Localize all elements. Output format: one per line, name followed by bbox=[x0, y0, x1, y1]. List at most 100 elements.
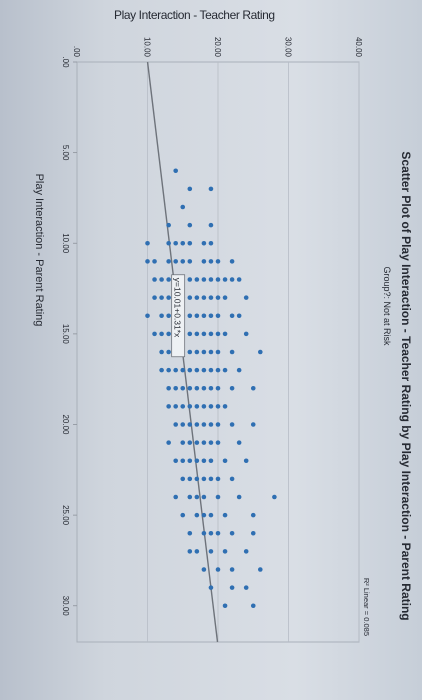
data-point-21 bbox=[208, 259, 214, 264]
data-point-44 bbox=[201, 295, 207, 300]
data-point-145 bbox=[229, 476, 235, 482]
data-point-124 bbox=[180, 440, 186, 445]
data-point-59 bbox=[229, 313, 235, 319]
data-point-84 bbox=[159, 367, 164, 373]
data-point-35 bbox=[229, 277, 235, 282]
data-point-57 bbox=[208, 313, 214, 319]
data-point-117 bbox=[194, 422, 200, 427]
y-tick-label-4: 40.00 bbox=[354, 37, 363, 58]
data-point-63 bbox=[166, 331, 171, 337]
x-tick-label-2: 10.00 bbox=[61, 233, 70, 254]
data-point-166 bbox=[194, 549, 200, 554]
data-point-107 bbox=[180, 404, 186, 409]
data-point-173 bbox=[258, 567, 263, 572]
data-point-34 bbox=[222, 277, 228, 282]
data-point-98 bbox=[187, 385, 193, 391]
data-point-33 bbox=[215, 277, 221, 282]
data-point-150 bbox=[215, 494, 221, 500]
data-point-26 bbox=[166, 277, 171, 282]
plot-area: .00 10.00 20.00 30.00 40.00 .00 5.00 10.00 15.00… bbox=[61, 37, 363, 643]
data-point-120 bbox=[215, 422, 221, 427]
data-point-49 bbox=[145, 313, 150, 319]
data-point-152 bbox=[272, 494, 277, 500]
data-point-12 bbox=[201, 240, 207, 246]
chart-subtitle: Group?: Not at Risk bbox=[382, 266, 392, 346]
data-point-20 bbox=[201, 259, 207, 264]
data-point-87 bbox=[180, 367, 186, 373]
data-point-83 bbox=[258, 349, 263, 355]
data-point-155 bbox=[201, 512, 207, 518]
data-point-32 bbox=[208, 277, 214, 282]
data-point-24 bbox=[152, 277, 157, 282]
data-point-70 bbox=[215, 331, 221, 337]
data-point-175 bbox=[229, 585, 235, 590]
data-point-80 bbox=[208, 349, 214, 355]
data-point-60 bbox=[236, 313, 242, 319]
data-point-167 bbox=[208, 549, 214, 554]
data-point-36 bbox=[236, 277, 242, 282]
data-point-90 bbox=[201, 367, 207, 373]
data-point-108 bbox=[187, 404, 193, 409]
data-point-104 bbox=[250, 385, 256, 391]
data-point-116 bbox=[187, 422, 193, 427]
axis-ticks: .00 10.00 20.00 30.00 40.00 .00 5.00 10.00 15.00… bbox=[61, 37, 363, 616]
data-point-157 bbox=[222, 512, 228, 518]
data-point-46 bbox=[215, 295, 221, 300]
x-tick-label-5: 25.00 bbox=[61, 505, 70, 526]
data-point-11 bbox=[187, 240, 193, 246]
data-point-74 bbox=[166, 349, 171, 355]
data-point-139 bbox=[180, 476, 186, 482]
data-point-5 bbox=[187, 222, 193, 228]
data-point-30 bbox=[194, 277, 200, 282]
data-point-134 bbox=[194, 458, 200, 464]
data-point-43 bbox=[194, 295, 200, 300]
data-point-165 bbox=[187, 549, 193, 554]
data-point-171 bbox=[215, 567, 221, 572]
data-point-29 bbox=[187, 277, 193, 282]
data-point-142 bbox=[201, 476, 207, 482]
data-point-154 bbox=[194, 512, 200, 518]
data-point-58 bbox=[215, 313, 221, 319]
data-point-62 bbox=[159, 331, 164, 337]
data-point-109 bbox=[194, 404, 200, 409]
data-point-55 bbox=[194, 313, 200, 319]
data-point-77 bbox=[187, 349, 193, 355]
data-point-160 bbox=[201, 530, 207, 536]
data-point-78 bbox=[194, 349, 200, 355]
data-point-37 bbox=[152, 295, 157, 300]
x-tick-label-1: 5.00 bbox=[61, 145, 70, 161]
data-point-88 bbox=[187, 367, 193, 373]
data-point-163 bbox=[229, 530, 235, 536]
y-tick-label-3: 30.00 bbox=[284, 37, 293, 58]
data-point-149 bbox=[201, 494, 207, 500]
data-point-42 bbox=[187, 295, 193, 300]
data-point-17 bbox=[173, 259, 178, 264]
data-point-131 bbox=[173, 458, 178, 464]
data-point-103 bbox=[229, 385, 235, 391]
r-squared-legend: R² Linear = 0.085 bbox=[362, 578, 371, 636]
data-point-135 bbox=[201, 458, 207, 464]
data-point-56 bbox=[201, 313, 207, 319]
data-point-126 bbox=[194, 440, 200, 445]
data-point-92 bbox=[215, 367, 221, 373]
data-point-14 bbox=[145, 259, 150, 264]
data-point-61 bbox=[152, 331, 157, 337]
data-point-102 bbox=[215, 385, 221, 391]
x-tick-label-6: 30.00 bbox=[61, 596, 70, 617]
data-point-16 bbox=[166, 259, 171, 264]
data-point-3 bbox=[180, 204, 186, 210]
data-point-138 bbox=[243, 458, 249, 464]
data-point-127 bbox=[201, 440, 207, 445]
data-point-110 bbox=[201, 404, 207, 409]
data-point-112 bbox=[215, 404, 221, 409]
data-point-9 bbox=[173, 240, 178, 246]
data-point-153 bbox=[180, 512, 186, 518]
data-point-0 bbox=[173, 168, 178, 174]
data-point-68 bbox=[201, 331, 207, 337]
data-point-86 bbox=[173, 367, 178, 373]
data-point-122 bbox=[250, 422, 256, 427]
x-axis-label: Play Interaction - Parent Rating bbox=[33, 174, 45, 327]
data-point-119 bbox=[208, 422, 214, 427]
data-point-115 bbox=[180, 422, 186, 427]
